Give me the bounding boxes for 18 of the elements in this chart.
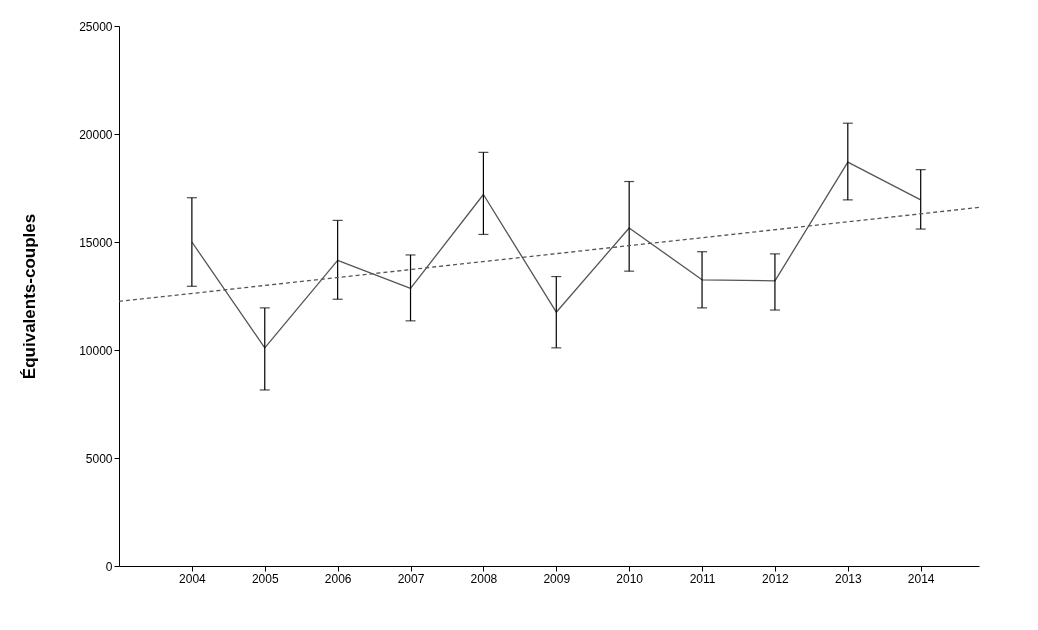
x-tick-label: 2005 — [251, 571, 279, 586]
x-tick-label: 2008 — [470, 571, 498, 586]
y-tick-label: 5000 — [85, 451, 113, 466]
y-axis-title: Équivalents-couples — [20, 213, 40, 380]
x-tick-label: 2012 — [762, 571, 790, 586]
y-tick-label: 10000 — [79, 343, 113, 358]
x-tick-label: 2010 — [616, 571, 644, 586]
y-tick-label: 15000 — [79, 235, 113, 250]
x-tick-label: 2014 — [907, 571, 935, 586]
x-tick-label: 2007 — [397, 571, 425, 586]
x-tick-label: 2009 — [543, 571, 571, 586]
y-tick-label: 20000 — [79, 127, 113, 142]
y-tick-label: 25000 — [79, 19, 113, 34]
x-tick-label: 2013 — [834, 571, 862, 586]
x-tick-label: 2011 — [689, 571, 716, 586]
y-tick-label: 0 — [105, 559, 113, 574]
x-tick-label: 2004 — [179, 571, 207, 586]
x-tick-label: 2006 — [324, 571, 352, 586]
